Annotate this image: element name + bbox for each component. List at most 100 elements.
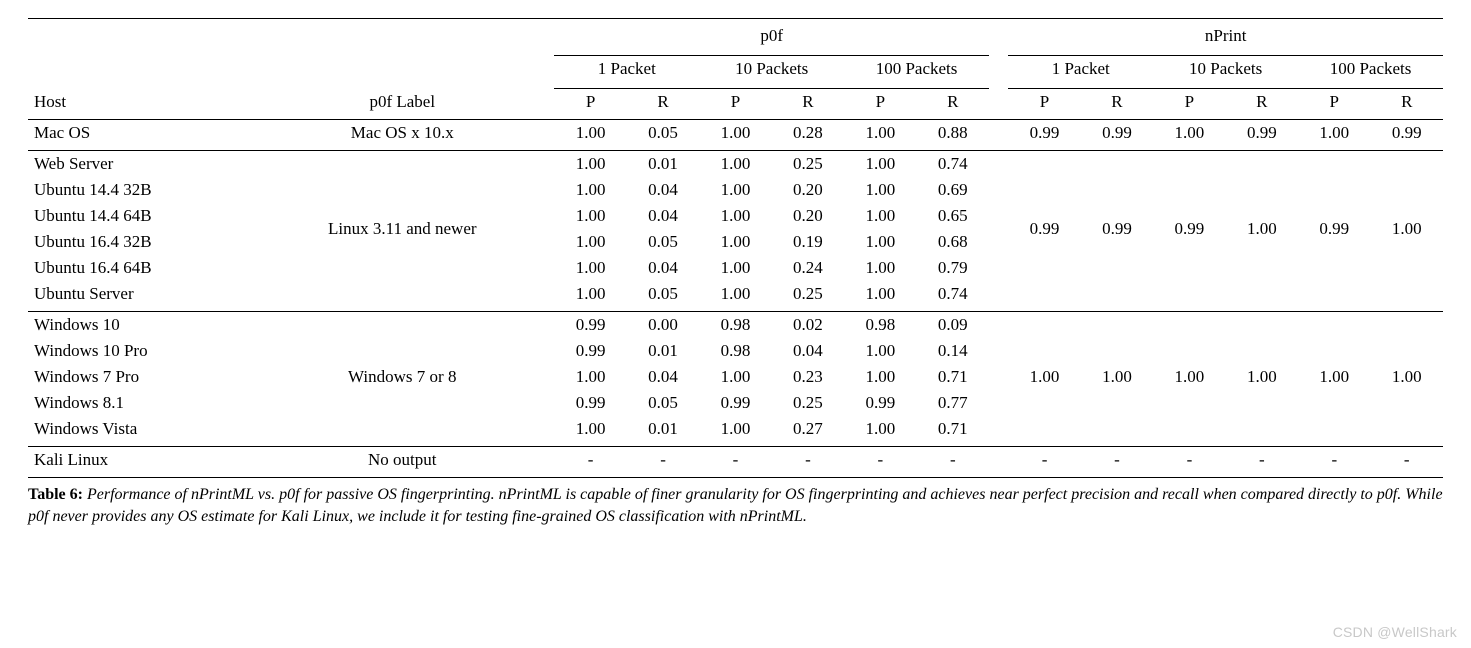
cell-p0f-label: Linux 3.11 and newer <box>269 151 535 308</box>
cell-value: 0.01 <box>627 338 699 364</box>
packet-group: 1 Packet <box>1008 56 1153 83</box>
cell-p0f-label: Windows 7 or 8 <box>269 312 535 443</box>
cell-host: Windows Vista <box>28 416 269 442</box>
cell-value: 0.98 <box>699 312 771 339</box>
cell-value-nprint: - <box>1298 447 1370 474</box>
cell-value-nprint: 0.99 <box>1081 151 1153 308</box>
cell-value: 1.00 <box>554 255 626 281</box>
cell-value: 0.27 <box>772 416 844 442</box>
cell-value: 0.25 <box>772 281 844 307</box>
cell-value: 1.00 <box>844 416 916 442</box>
cell-value: 1.00 <box>554 203 626 229</box>
cell-value: 0.68 <box>917 229 989 255</box>
cell-value: 1.00 <box>554 177 626 203</box>
cell-value: - <box>554 447 626 474</box>
cell-value-nprint: - <box>1081 447 1153 474</box>
cell-value: 0.24 <box>772 255 844 281</box>
col-metric: P <box>554 89 626 116</box>
cell-value: 0.25 <box>772 151 844 178</box>
cell-value: 1.00 <box>844 151 916 178</box>
cell-host: Web Server <box>28 151 269 178</box>
cell-value: 1.00 <box>699 177 771 203</box>
cell-value-nprint: 1.00 <box>1298 120 1370 147</box>
cell-value: 0.23 <box>772 364 844 390</box>
cell-host: Ubuntu 16.4 64B <box>28 255 269 281</box>
cell-value: 1.00 <box>554 416 626 442</box>
col-metric: R <box>1081 89 1153 116</box>
cell-host: Windows 7 Pro <box>28 364 269 390</box>
cell-value-nprint: 0.99 <box>1226 120 1298 147</box>
cell-value: 0.74 <box>917 281 989 307</box>
cell-value-nprint: 0.99 <box>1081 120 1153 147</box>
cell-value-nprint: - <box>1008 447 1080 474</box>
cell-value: 0.99 <box>554 312 626 339</box>
packet-group: 10 Packets <box>1153 56 1298 83</box>
cell-value: 1.00 <box>554 229 626 255</box>
col-metric: R <box>917 89 989 116</box>
col-metric: P <box>1153 89 1225 116</box>
cell-value: 0.05 <box>627 229 699 255</box>
cell-value: 0.71 <box>917 364 989 390</box>
cell-value-nprint: 1.00 <box>1153 312 1225 443</box>
cell-value: 1.00 <box>699 120 771 147</box>
cell-value: 0.01 <box>627 416 699 442</box>
cell-value: 1.00 <box>699 281 771 307</box>
cell-value-nprint: - <box>1153 447 1225 474</box>
cell-value: - <box>844 447 916 474</box>
cell-value: 1.00 <box>554 151 626 178</box>
cell-host: Ubuntu 14.4 32B <box>28 177 269 203</box>
table-row: Windows 10Windows 7 or 80.990.000.980.02… <box>28 312 1443 339</box>
cell-value-nprint: 0.99 <box>1298 151 1370 308</box>
col-metric: P <box>1008 89 1080 116</box>
cell-value: 0.79 <box>917 255 989 281</box>
cell-value: 0.04 <box>772 338 844 364</box>
cell-value: 1.00 <box>554 281 626 307</box>
cell-host: Kali Linux <box>28 447 269 474</box>
cell-host: Ubuntu Server <box>28 281 269 307</box>
col-metric: R <box>627 89 699 116</box>
cell-value: 1.00 <box>844 177 916 203</box>
cell-value-nprint: 1.00 <box>1298 312 1370 443</box>
cell-value: 1.00 <box>554 120 626 147</box>
cell-value: - <box>627 447 699 474</box>
col-metric: R <box>1371 89 1444 116</box>
cell-value: 0.74 <box>917 151 989 178</box>
table-body: Mac OSMac OS x 10.x1.000.051.000.281.000… <box>28 120 1443 478</box>
packet-group: 10 Packets <box>699 56 844 83</box>
cell-value-nprint: 0.99 <box>1008 120 1080 147</box>
col-host: Host <box>28 89 269 116</box>
cell-value: - <box>772 447 844 474</box>
col-metric: R <box>1226 89 1298 116</box>
cell-host: Ubuntu 14.4 64B <box>28 203 269 229</box>
cell-value: 0.71 <box>917 416 989 442</box>
cell-value-nprint: 0.99 <box>1153 151 1225 308</box>
cell-value: 1.00 <box>844 255 916 281</box>
cell-value: 1.00 <box>554 364 626 390</box>
cell-value: 0.00 <box>627 312 699 339</box>
cell-value: 0.05 <box>627 390 699 416</box>
cell-host: Mac OS <box>28 120 269 147</box>
cell-value-nprint: - <box>1226 447 1298 474</box>
cell-value: 0.04 <box>627 364 699 390</box>
cell-value: 0.77 <box>917 390 989 416</box>
cell-value: 0.99 <box>699 390 771 416</box>
cell-value: 1.00 <box>844 203 916 229</box>
caption-lead: Table 6: <box>28 486 83 503</box>
cell-value-nprint: 1.00 <box>1226 312 1298 443</box>
table-row: Mac OSMac OS x 10.x1.000.051.000.281.000… <box>28 120 1443 147</box>
cell-value: 0.01 <box>627 151 699 178</box>
watermark: CSDN @WellShark <box>1333 624 1457 640</box>
col-metric: P <box>699 89 771 116</box>
cell-value: 0.14 <box>917 338 989 364</box>
cell-p0f-label: No output <box>269 447 535 474</box>
col-p0f-label: p0f Label <box>269 89 535 116</box>
cell-host: Windows 10 Pro <box>28 338 269 364</box>
cell-value-nprint: 1.00 <box>1226 151 1298 308</box>
cell-value: 1.00 <box>844 364 916 390</box>
table-header: p0f nPrint 1 Packet 10 Packets 100 Packe… <box>28 19 1443 120</box>
cell-value: 0.28 <box>772 120 844 147</box>
cell-value-nprint: 0.99 <box>1008 151 1080 308</box>
cell-value: 0.05 <box>627 120 699 147</box>
col-metric: P <box>1298 89 1370 116</box>
table-row: Web ServerLinux 3.11 and newer1.000.011.… <box>28 151 1443 178</box>
